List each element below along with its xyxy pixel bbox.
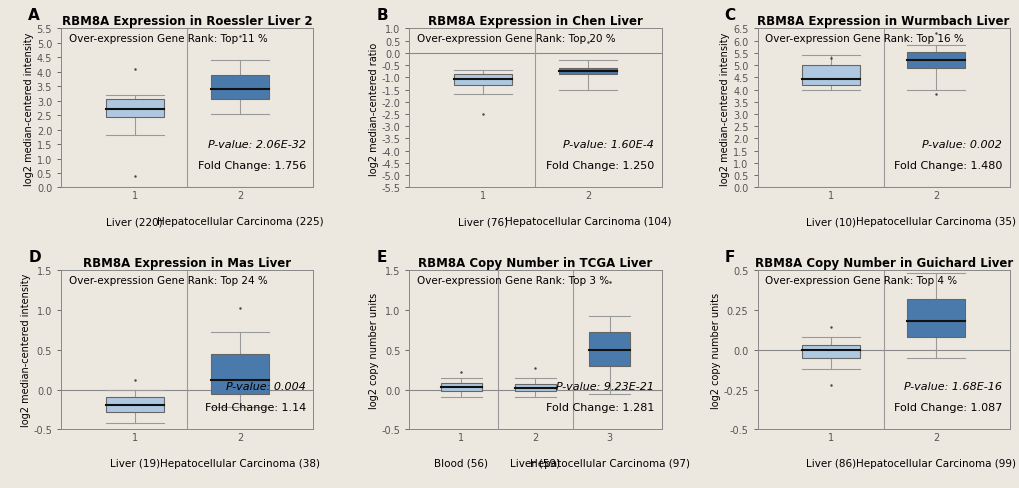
Text: P-value: 1.60E-4: P-value: 1.60E-4 xyxy=(562,140,653,150)
Text: P-value: 2.06E-32: P-value: 2.06E-32 xyxy=(208,140,306,150)
Text: Hepatocellular Carcinoma (97): Hepatocellular Carcinoma (97) xyxy=(529,458,689,468)
Bar xyxy=(801,346,859,358)
Text: Hepatocellular Carcinoma (38): Hepatocellular Carcinoma (38) xyxy=(160,458,320,468)
Text: Liver (220): Liver (220) xyxy=(106,217,163,226)
Title: RBM8A Expression in Roessler Liver 2: RBM8A Expression in Roessler Liver 2 xyxy=(62,15,313,28)
Y-axis label: log2 copy number units: log2 copy number units xyxy=(710,292,719,408)
Text: Liver (10): Liver (10) xyxy=(805,217,855,226)
Text: Fold Change: 1.756: Fold Change: 1.756 xyxy=(198,161,306,171)
Text: Hepatocellular Carcinoma (99): Hepatocellular Carcinoma (99) xyxy=(855,458,1015,468)
Bar xyxy=(211,354,269,394)
Bar xyxy=(106,398,163,412)
Text: B: B xyxy=(376,8,388,23)
Text: P-value: 1.68E-16: P-value: 1.68E-16 xyxy=(904,381,1002,391)
Text: P-value: 9.23E-21: P-value: 9.23E-21 xyxy=(555,381,653,391)
Text: Liver (59): Liver (59) xyxy=(510,458,560,468)
Bar xyxy=(558,68,616,75)
Title: RBM8A Copy Number in Guichard Liver: RBM8A Copy Number in Guichard Liver xyxy=(754,257,1012,269)
Text: P-value: 0.004: P-value: 0.004 xyxy=(226,381,306,391)
Text: P-value: 0.002: P-value: 0.002 xyxy=(921,140,1002,150)
Bar xyxy=(440,384,481,391)
Title: RBM8A Expression in Chen Liver: RBM8A Expression in Chen Liver xyxy=(428,15,642,28)
Bar xyxy=(106,100,163,117)
Bar xyxy=(453,75,512,85)
Text: Over-expression Gene Rank: Top 4 %: Over-expression Gene Rank: Top 4 % xyxy=(764,275,956,285)
Bar xyxy=(907,299,964,337)
Text: Fold Change: 1.281: Fold Change: 1.281 xyxy=(545,402,653,412)
Text: Hepatocellular Carcinoma (225): Hepatocellular Carcinoma (225) xyxy=(157,217,323,226)
Text: Over-expression Gene Rank: Top 24 %: Over-expression Gene Rank: Top 24 % xyxy=(68,275,267,285)
Bar xyxy=(515,384,555,391)
Text: E: E xyxy=(376,249,386,264)
Text: Liver (76): Liver (76) xyxy=(458,217,507,226)
Text: Over-expression Gene Rank: Top 16 %: Over-expression Gene Rank: Top 16 % xyxy=(764,34,963,44)
Text: Over-expression Gene Rank: Top 20 %: Over-expression Gene Rank: Top 20 % xyxy=(417,34,614,44)
Text: Over-expression Gene Rank: Top 3 %: Over-expression Gene Rank: Top 3 % xyxy=(417,275,608,285)
Text: Liver (19): Liver (19) xyxy=(110,458,160,468)
Y-axis label: log2 median-centered ratio: log2 median-centered ratio xyxy=(368,42,378,175)
Text: Fold Change: 1.087: Fold Change: 1.087 xyxy=(893,402,1002,412)
Text: Hepatocellular Carcinoma (104): Hepatocellular Carcinoma (104) xyxy=(504,217,671,226)
Bar xyxy=(211,76,269,100)
Title: RBM8A Expression in Wurmbach Liver: RBM8A Expression in Wurmbach Liver xyxy=(757,15,1009,28)
Bar xyxy=(907,53,964,68)
Bar xyxy=(589,333,630,366)
Text: A: A xyxy=(29,8,40,23)
Title: RBM8A Expression in Mas Liver: RBM8A Expression in Mas Liver xyxy=(84,257,291,269)
Text: Fold Change: 1.14: Fold Change: 1.14 xyxy=(205,402,306,412)
Text: Over-expression Gene Rank: Top 11 %: Over-expression Gene Rank: Top 11 % xyxy=(68,34,267,44)
Text: D: D xyxy=(29,249,41,264)
Text: Blood (56): Blood (56) xyxy=(434,458,488,468)
Text: Hepatocellular Carcinoma (35): Hepatocellular Carcinoma (35) xyxy=(855,217,1015,226)
Text: Fold Change: 1.250: Fold Change: 1.250 xyxy=(545,161,653,171)
Y-axis label: log2 median-centered intensity: log2 median-centered intensity xyxy=(23,32,34,185)
Text: Fold Change: 1.480: Fold Change: 1.480 xyxy=(893,161,1002,171)
Y-axis label: log2 copy number units: log2 copy number units xyxy=(368,292,378,408)
Bar xyxy=(801,66,859,85)
Title: RBM8A Copy Number in TCGA Liver: RBM8A Copy Number in TCGA Liver xyxy=(418,257,652,269)
Y-axis label: log2 median-centered intensity: log2 median-centered intensity xyxy=(20,273,31,427)
Text: F: F xyxy=(725,249,735,264)
Text: Liver (86): Liver (86) xyxy=(805,458,855,468)
Text: C: C xyxy=(725,8,735,23)
Y-axis label: log2 median-centered intensity: log2 median-centered intensity xyxy=(719,32,730,185)
